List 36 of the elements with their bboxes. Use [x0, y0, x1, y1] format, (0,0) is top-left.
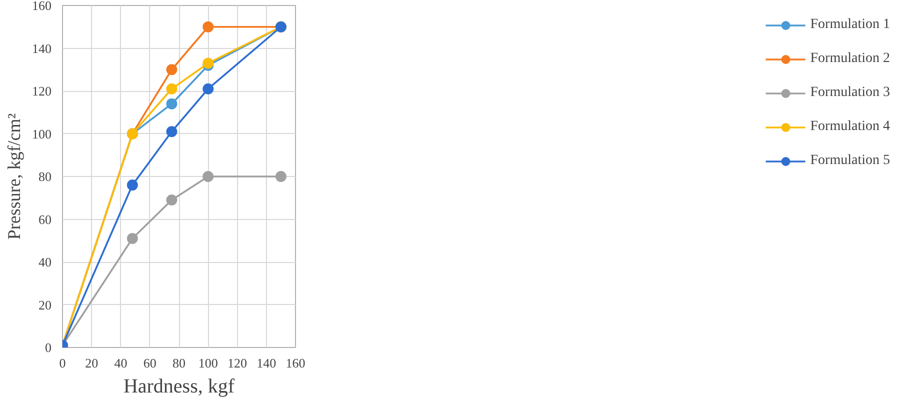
legend-label: Formulation 2 [810, 51, 890, 67]
x-tick-label: 60 [143, 356, 156, 370]
point [166, 83, 178, 94]
x-tick-label: 40 [114, 356, 128, 370]
x-tick-label: 0 [59, 356, 66, 370]
point [126, 180, 138, 191]
y-tick-label: 140 [32, 40, 52, 56]
y-tick-label: 100 [32, 126, 52, 142]
legend-label: Formulation 4 [810, 119, 890, 135]
point [202, 21, 214, 32]
point [275, 171, 286, 182]
y-tick-label: 40 [38, 254, 52, 270]
y-axis-title: Pressure, kgf/cm² [4, 113, 24, 240]
point [166, 126, 178, 138]
legend-label: Formulation 5 [810, 153, 890, 169]
y-tick-label: 0 [45, 340, 52, 355]
x-tick-label: 20 [85, 356, 98, 370]
x-tick-label: 120 [228, 356, 247, 370]
point [166, 64, 178, 76]
x-tick-label: 100 [198, 356, 218, 370]
point [166, 98, 178, 110]
y-tick-label: 80 [38, 169, 52, 184]
y-tick-label: 60 [38, 212, 52, 227]
x-axis-title: Hardness, kgf [123, 376, 235, 398]
x-tick-label: 80 [172, 356, 186, 370]
x-tick-label: 140 [256, 356, 276, 370]
point [202, 171, 214, 182]
y-tick-label: 20 [38, 297, 52, 312]
y-tick-label: 160 [32, 0, 52, 13]
x-tick-label: 160 [286, 356, 306, 370]
y-tick-label: 120 [32, 84, 52, 98]
point [166, 194, 178, 206]
point [202, 83, 214, 94]
legend-label: Formulation 1 [810, 17, 890, 33]
legend-label: Formulation 3 [810, 85, 890, 101]
point [126, 232, 138, 244]
